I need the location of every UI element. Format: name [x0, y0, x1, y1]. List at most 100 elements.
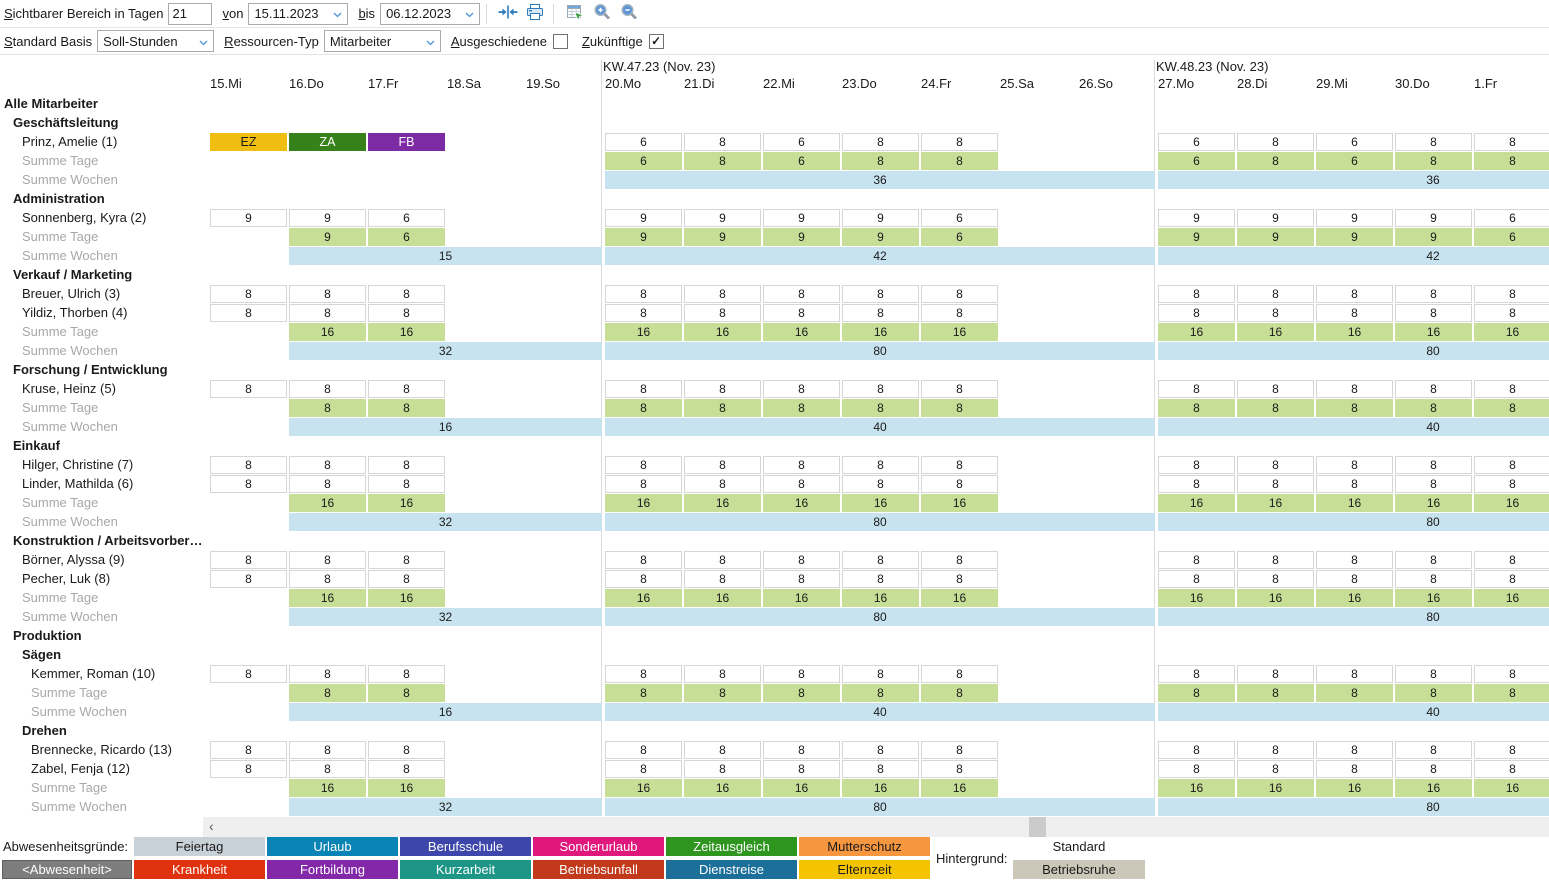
- hours-cell[interactable]: 8: [684, 760, 761, 778]
- hours-cell[interactable]: 9: [210, 209, 287, 227]
- table-export-button[interactable]: [563, 2, 587, 26]
- hours-cell[interactable]: 8: [1395, 665, 1472, 683]
- hours-cell[interactable]: 8: [368, 285, 445, 303]
- hours-cell[interactable]: 8: [921, 741, 998, 759]
- hours-cell[interactable]: 8: [368, 570, 445, 588]
- hours-cell[interactable]: 8: [1395, 551, 1472, 569]
- hours-cell[interactable]: 8: [1395, 475, 1472, 493]
- absence-cell-elternzeit[interactable]: EZ: [210, 133, 287, 151]
- hours-cell[interactable]: 8: [1316, 475, 1393, 493]
- hours-cell[interactable]: 8: [1158, 551, 1235, 569]
- hours-cell[interactable]: 8: [684, 380, 761, 398]
- hours-cell[interactable]: 6: [368, 209, 445, 227]
- tree-group-label[interactable]: Drehen: [22, 723, 67, 738]
- hours-cell[interactable]: 6: [921, 209, 998, 227]
- hours-cell[interactable]: 8: [210, 380, 287, 398]
- hours-cell[interactable]: 8: [1316, 760, 1393, 778]
- hours-cell[interactable]: 8: [1474, 456, 1549, 474]
- hours-cell[interactable]: 8: [842, 285, 919, 303]
- hours-cell[interactable]: 8: [842, 665, 919, 683]
- hours-cell[interactable]: 8: [368, 380, 445, 398]
- hours-cell[interactable]: 8: [1316, 456, 1393, 474]
- hours-cell[interactable]: 8: [1158, 285, 1235, 303]
- tree-group-label[interactable]: Konstruktion / Arbeitsvorbereitung: [13, 533, 206, 548]
- hours-cell[interactable]: 8: [289, 475, 366, 493]
- hours-cell[interactable]: 8: [1474, 133, 1549, 151]
- hours-cell[interactable]: 8: [842, 133, 919, 151]
- hours-cell[interactable]: 8: [1237, 456, 1314, 474]
- hours-cell[interactable]: 8: [1237, 133, 1314, 151]
- ausgeschiedene-checkbox[interactable]: [552, 33, 568, 49]
- hours-cell[interactable]: 8: [1316, 665, 1393, 683]
- hours-cell[interactable]: 9: [605, 209, 682, 227]
- hours-cell[interactable]: 8: [1237, 741, 1314, 759]
- hours-cell[interactable]: 8: [1395, 760, 1472, 778]
- standard-basis-select[interactable]: Soll-Stunden: [97, 30, 215, 52]
- hours-cell[interactable]: 8: [842, 456, 919, 474]
- hours-cell[interactable]: 9: [763, 209, 840, 227]
- hours-cell[interactable]: 9: [1158, 209, 1235, 227]
- hours-cell[interactable]: 8: [605, 741, 682, 759]
- hours-cell[interactable]: 8: [1158, 570, 1235, 588]
- hours-cell[interactable]: 8: [684, 741, 761, 759]
- hours-cell[interactable]: 8: [605, 570, 682, 588]
- hours-cell[interactable]: 8: [684, 551, 761, 569]
- hours-cell[interactable]: 6: [1158, 133, 1235, 151]
- tree-group-label[interactable]: Forschung / Entwicklung: [13, 362, 168, 377]
- scroll-left-icon[interactable]: ‹: [209, 818, 214, 834]
- hours-cell[interactable]: 8: [842, 570, 919, 588]
- hours-cell[interactable]: 8: [763, 285, 840, 303]
- hours-cell[interactable]: 8: [289, 665, 366, 683]
- hours-cell[interactable]: 8: [368, 760, 445, 778]
- tree-person-label[interactable]: Kruse, Heinz (5): [22, 381, 116, 396]
- hours-cell[interactable]: 8: [1316, 380, 1393, 398]
- hours-cell[interactable]: 8: [605, 380, 682, 398]
- absence-cell-fortbildung[interactable]: FB: [368, 133, 445, 151]
- hours-cell[interactable]: 8: [1237, 304, 1314, 322]
- hours-cell[interactable]: 6: [1474, 209, 1549, 227]
- hours-cell[interactable]: 9: [289, 209, 366, 227]
- hours-cell[interactable]: 8: [210, 475, 287, 493]
- hours-cell[interactable]: 8: [684, 570, 761, 588]
- hours-cell[interactable]: 8: [289, 380, 366, 398]
- abwesenheit-button[interactable]: <Abwesenheit>: [2, 860, 132, 879]
- hours-cell[interactable]: 8: [605, 285, 682, 303]
- hours-cell[interactable]: 8: [1316, 741, 1393, 759]
- tree-group-label[interactable]: Produktion: [13, 628, 82, 643]
- hours-cell[interactable]: 8: [1474, 285, 1549, 303]
- hours-cell[interactable]: 8: [289, 760, 366, 778]
- hours-cell[interactable]: 8: [921, 304, 998, 322]
- hours-cell[interactable]: 8: [1158, 304, 1235, 322]
- hours-cell[interactable]: 9: [1316, 209, 1393, 227]
- hours-cell[interactable]: 8: [210, 304, 287, 322]
- hours-cell[interactable]: 8: [1158, 760, 1235, 778]
- hours-cell[interactable]: 8: [605, 760, 682, 778]
- hours-cell[interactable]: 8: [1237, 475, 1314, 493]
- tree-group-label[interactable]: Geschäftsleitung: [13, 115, 119, 130]
- hours-cell[interactable]: 8: [1237, 570, 1314, 588]
- hours-cell[interactable]: 8: [1474, 741, 1549, 759]
- hours-cell[interactable]: 8: [763, 304, 840, 322]
- hours-cell[interactable]: 8: [921, 380, 998, 398]
- hours-cell[interactable]: 6: [1316, 133, 1393, 151]
- hours-cell[interactable]: 8: [1474, 380, 1549, 398]
- tree-person-label[interactable]: Zabel, Fenja (12): [31, 761, 130, 776]
- hours-cell[interactable]: 8: [289, 741, 366, 759]
- hours-cell[interactable]: 8: [1474, 304, 1549, 322]
- tree-person-label[interactable]: Yildiz, Thorben (4): [22, 305, 128, 320]
- hours-cell[interactable]: 8: [1158, 456, 1235, 474]
- hours-cell[interactable]: 8: [684, 475, 761, 493]
- tree-group-label[interactable]: Verkauf / Marketing: [13, 267, 133, 282]
- tree-person-label[interactable]: Linder, Mathilda (6): [22, 476, 134, 491]
- hours-cell[interactable]: 8: [210, 456, 287, 474]
- tree-person-label[interactable]: Kemmer, Roman (10): [31, 666, 156, 681]
- hours-cell[interactable]: 8: [210, 551, 287, 569]
- hours-cell[interactable]: 8: [921, 570, 998, 588]
- hours-cell[interactable]: 8: [605, 456, 682, 474]
- hours-cell[interactable]: 8: [1316, 285, 1393, 303]
- zoom-in-button[interactable]: [590, 2, 614, 26]
- hours-cell[interactable]: 8: [368, 304, 445, 322]
- hours-cell[interactable]: 9: [1395, 209, 1472, 227]
- hours-cell[interactable]: 8: [1237, 285, 1314, 303]
- hours-cell[interactable]: 8: [763, 475, 840, 493]
